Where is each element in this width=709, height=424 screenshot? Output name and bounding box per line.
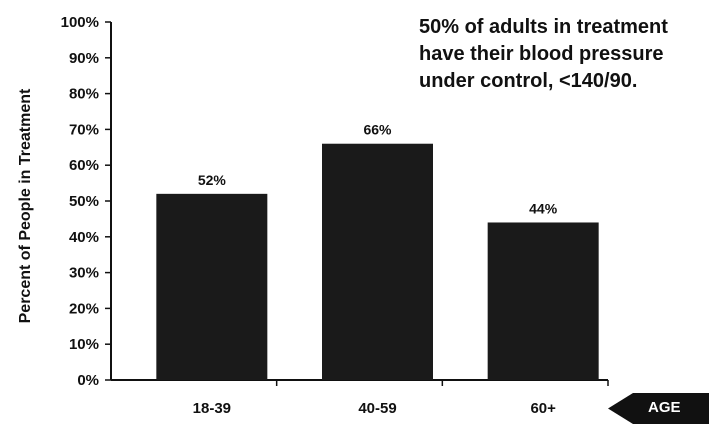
- y-tick-label: 80%: [69, 86, 99, 103]
- bar-value-label: 66%: [363, 122, 392, 138]
- annotation-line: 50% of adults in treatment: [419, 16, 668, 38]
- y-tick-label: 10%: [69, 336, 99, 353]
- bar: [322, 143, 433, 380]
- y-tick-label: 70%: [69, 121, 99, 138]
- y-tick-label: 20%: [69, 300, 99, 317]
- left-arrow-icon: [608, 393, 709, 424]
- y-axis-title: Percent of People in Treatment: [17, 88, 34, 323]
- bar: [156, 193, 268, 380]
- bar-value-label: 44%: [529, 200, 558, 216]
- age-tag-label: AGE: [648, 399, 681, 416]
- y-tick-label: 50%: [69, 193, 99, 210]
- y-tick-label: 90%: [69, 50, 99, 67]
- annotation-line: have their blood pressure: [419, 43, 664, 65]
- chart-annotation: 50% of adults in treatment have their bl…: [419, 14, 709, 95]
- x-category-label: 60+: [530, 400, 556, 417]
- x-category-label: 40-59: [358, 400, 396, 417]
- bar-value-label: 52%: [198, 172, 227, 188]
- y-tick-label: 100%: [61, 14, 99, 31]
- y-tick-label: 30%: [69, 265, 99, 282]
- x-category-label: 18-39: [193, 400, 231, 417]
- y-tick-label: 60%: [69, 157, 99, 174]
- y-tick-label: 40%: [69, 229, 99, 246]
- y-tick-label: 0%: [77, 372, 99, 389]
- age-axis-tag: AGE: [608, 393, 709, 424]
- bar: [487, 222, 599, 380]
- annotation-line: under control, <140/90.: [419, 70, 638, 92]
